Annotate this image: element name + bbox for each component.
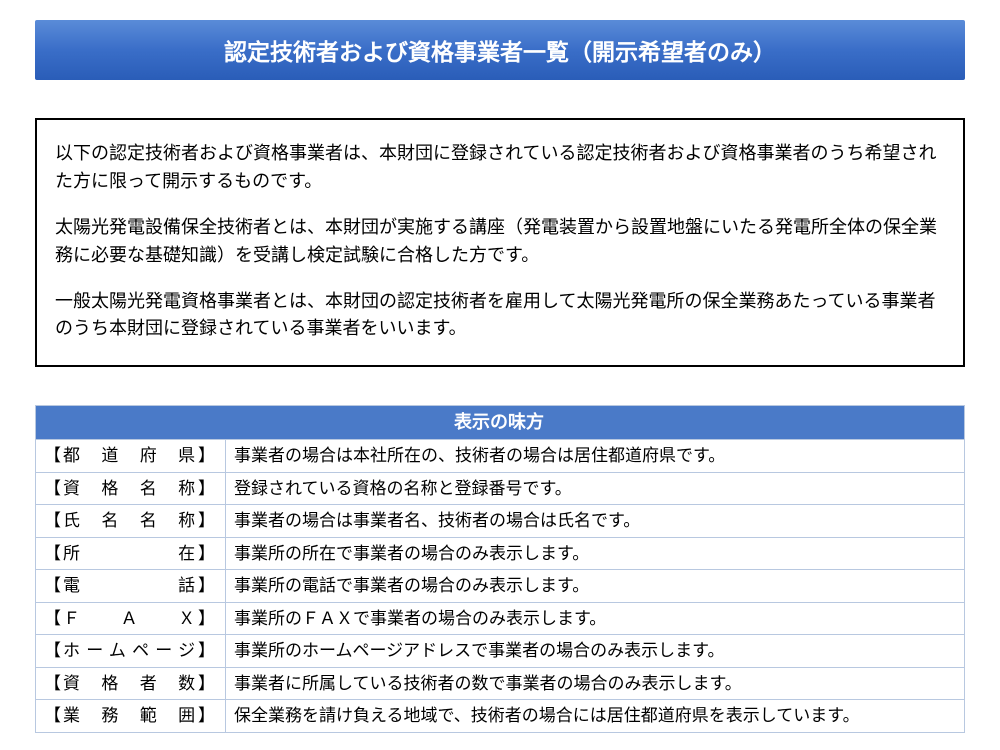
legend-label-cell: 【資格者数】: [36, 667, 226, 700]
legend-label-text: 氏名名称: [61, 508, 198, 534]
bracket-left: 【: [44, 443, 61, 469]
legend-header-cell: 表示の味方: [36, 406, 965, 440]
legend-row: 【ＦＡＸ】事業所のＦＡＸで事業者の場合のみ表示します。: [36, 602, 965, 635]
bracket-left: 【: [44, 606, 61, 632]
description-paragraph-2: 太陽光発電設備保全技術者とは、本財団が実施する講座（発電装置から設置地盤にいたる…: [55, 214, 945, 270]
legend-label-text: 所在: [61, 541, 198, 567]
legend-row: 【資格者数】事業者に所属している技術者の数で事業者の場合のみ表示します。: [36, 667, 965, 700]
description-box: 以下の認定技術者および資格事業者は、本財団に登録されている認定技術者および資格事…: [35, 118, 965, 367]
legend-row: 【資格名称】登録されている資格の名称と登録番号です。: [36, 472, 965, 505]
legend-label-cell: 【所在】: [36, 537, 226, 570]
bracket-left: 【: [44, 573, 61, 599]
bracket-right: 】: [198, 606, 215, 632]
legend-label-cell: 【都道府県】: [36, 440, 226, 473]
bracket-right: 】: [198, 638, 215, 664]
legend-table: 表示の味方 【都道府県】事業者の場合は本社所在の、技術者の場合は居住都道府県です…: [35, 405, 965, 733]
legend-desc-cell: 事業者の場合は本社所在の、技術者の場合は居住都道府県です。: [226, 440, 965, 473]
legend-desc-cell: 事業所の電話で事業者の場合のみ表示します。: [226, 570, 965, 603]
legend-desc-cell: 登録されている資格の名称と登録番号です。: [226, 472, 965, 505]
page-title-text: 認定技術者および資格事業者一覧（開示希望者のみ）: [224, 39, 776, 65]
legend-label-cell: 【電話】: [36, 570, 226, 603]
description-paragraph-1: 以下の認定技術者および資格事業者は、本財団に登録されている認定技術者および資格事…: [55, 140, 945, 196]
legend-label-text: 業務範囲: [61, 703, 198, 729]
bracket-left: 【: [44, 703, 61, 729]
legend-desc-cell: 保全業務を請け負える地域で、技術者の場合には居住都道府県を表示しています。: [226, 700, 965, 733]
legend-label-text: ホームページ: [61, 638, 198, 664]
legend-label-cell: 【氏名名称】: [36, 505, 226, 538]
legend-desc-cell: 事業者に所属している技術者の数で事業者の場合のみ表示します。: [226, 667, 965, 700]
legend-label-text: 資格名称: [61, 476, 198, 502]
legend-label-text: 都道府県: [61, 443, 198, 469]
bracket-right: 】: [198, 443, 215, 469]
bracket-right: 】: [198, 573, 215, 599]
bracket-right: 】: [198, 508, 215, 534]
legend-row: 【所在】事業所の所在で事業者の場合のみ表示します。: [36, 537, 965, 570]
legend-label-cell: 【業務範囲】: [36, 700, 226, 733]
legend-row: 【ホームページ】事業所のホームページアドレスで事業者の場合のみ表示します。: [36, 635, 965, 668]
legend-label-cell: 【ＦＡＸ】: [36, 602, 226, 635]
description-paragraph-3: 一般太陽光発電資格事業者とは、本財団の認定技術者を雇用して太陽光発電所の保全業務…: [55, 288, 945, 344]
bracket-left: 【: [44, 476, 61, 502]
bracket-right: 】: [198, 703, 215, 729]
legend-desc-cell: 事業所のホームページアドレスで事業者の場合のみ表示します。: [226, 635, 965, 668]
legend-desc-cell: 事業所のＦＡＸで事業者の場合のみ表示します。: [226, 602, 965, 635]
bracket-left: 【: [44, 671, 61, 697]
legend-label-cell: 【ホームページ】: [36, 635, 226, 668]
legend-label-cell: 【資格名称】: [36, 472, 226, 505]
bracket-left: 【: [44, 638, 61, 664]
bracket-left: 【: [44, 541, 61, 567]
legend-row: 【電話】事業所の電話で事業者の場合のみ表示します。: [36, 570, 965, 603]
legend-header-row: 表示の味方: [36, 406, 965, 440]
legend-row: 【都道府県】事業者の場合は本社所在の、技術者の場合は居住都道府県です。: [36, 440, 965, 473]
legend-desc-cell: 事業者の場合は事業者名、技術者の場合は氏名です。: [226, 505, 965, 538]
legend-row: 【業務範囲】保全業務を請け負える地域で、技術者の場合には居住都道府県を表示してい…: [36, 700, 965, 733]
legend-desc-cell: 事業所の所在で事業者の場合のみ表示します。: [226, 537, 965, 570]
bracket-right: 】: [198, 541, 215, 567]
legend-label-text: ＦＡＸ: [61, 606, 198, 632]
page-title-banner: 認定技術者および資格事業者一覧（開示希望者のみ）: [35, 20, 965, 80]
bracket-right: 】: [198, 671, 215, 697]
legend-label-text: 資格者数: [61, 671, 198, 697]
legend-label-text: 電話: [61, 573, 198, 599]
legend-row: 【氏名名称】事業者の場合は事業者名、技術者の場合は氏名です。: [36, 505, 965, 538]
bracket-left: 【: [44, 508, 61, 534]
bracket-right: 】: [198, 476, 215, 502]
